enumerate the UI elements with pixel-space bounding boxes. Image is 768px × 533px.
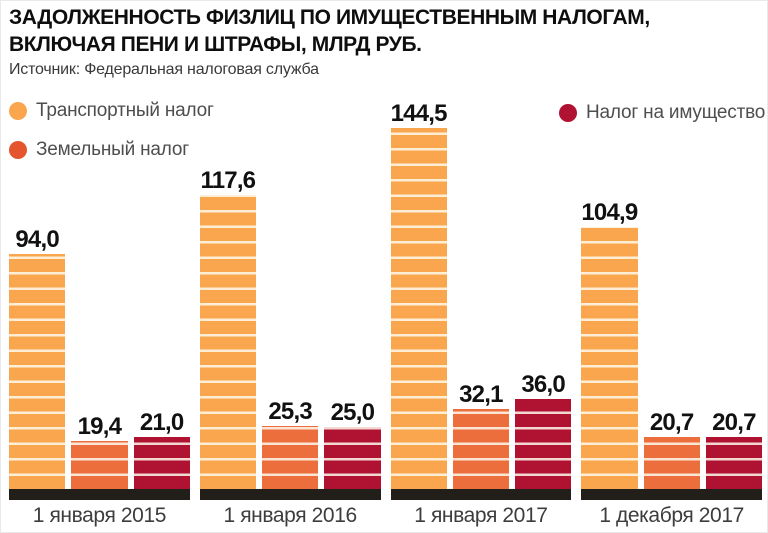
legend-item-property-tax: Налог на имущество <box>559 102 765 124</box>
bar-chart: 94,0 19,4 21,0 1 января 2015 117,6 25,3 … <box>9 100 762 532</box>
legend-swatch-land-icon <box>9 141 27 159</box>
bar-group-2017-01: 144,5 32,1 36,0 1 января 2017 <box>390 100 572 532</box>
bar-land-2016-01: 25,3 <box>262 398 319 489</box>
bar-group-2017-12: 104,9 20,7 20,7 1 декабря 2017 <box>581 199 762 532</box>
value-label: 117,6 <box>200 167 257 194</box>
value-label: 20,7 <box>712 409 756 437</box>
value-label: 25,0 <box>330 398 375 426</box>
bar-land-2017-01: 32,1 <box>452 381 509 489</box>
bar-transport-2017-12: 104,9 <box>581 199 638 489</box>
bar-property-2015-01: 21,0 <box>133 409 190 489</box>
bar-transport-2017-01: 144,5 <box>390 100 447 489</box>
value-label: 19,4 <box>77 412 122 440</box>
legend-swatch-property-icon <box>559 104 577 122</box>
legend-label-land: Земельный налог <box>36 139 189 160</box>
value-label: 104,9 <box>581 198 638 226</box>
baseline-bar <box>581 489 762 500</box>
legend-label-property: Налог на имущество <box>586 102 766 123</box>
value-label: 21,0 <box>139 408 184 436</box>
category-label-2017-12: 1 декабря 2017 <box>599 504 744 527</box>
chart-title-line1: ЗАДОЛЖЕННОСТЬ ФИЗЛИЦ ПО ИМУЩЕСТВЕННЫМ НА… <box>9 6 650 29</box>
baseline-bar <box>9 489 190 500</box>
bar-property-2017-12: 20,7 <box>705 409 762 489</box>
legend-swatch-transport-icon <box>9 102 27 120</box>
bar-row: 117,6 25,3 25,0 <box>199 167 381 489</box>
bar-land-2017-12: 20,7 <box>643 409 700 489</box>
category-label-2015-01: 1 января 2015 <box>32 504 167 527</box>
bar-transport-2015-01: 94,0 <box>9 226 66 489</box>
value-label: 94,0 <box>15 226 59 253</box>
source-note: Источник: Федеральная налоговая служба <box>9 61 319 78</box>
baseline-bar <box>199 489 381 500</box>
value-label: 25,3 <box>268 397 312 425</box>
legend-label-transport: Транспортный налог <box>36 100 214 121</box>
bar-row: 144,5 32,1 36,0 <box>390 100 572 489</box>
bar-land-2015-01: 19,4 <box>71 413 128 489</box>
value-label: 20,7 <box>649 409 694 437</box>
category-label-2016-01: 1 января 2016 <box>223 504 358 527</box>
value-label: 36,0 <box>521 371 565 398</box>
bar-transport-2016-01: 117,6 <box>199 167 256 489</box>
bar-group-2015-01: 94,0 19,4 21,0 1 января 2015 <box>9 226 190 532</box>
category-label-2017-01: 1 января 2017 <box>414 504 548 527</box>
bar-row: 94,0 19,4 21,0 <box>9 226 190 489</box>
chart-title-line2: ВКЛЮЧАЯ ПЕНИ И ШТРАФЫ, МЛРД РУБ. <box>9 33 422 56</box>
bar-row: 104,9 20,7 20,7 <box>581 199 762 489</box>
bar-property-2016-01: 25,0 <box>324 399 381 489</box>
chart-title: ЗАДОЛЖЕННОСТЬ ФИЗЛИЦ ПО ИМУЩЕСТВЕННЫМ НА… <box>9 4 650 58</box>
baseline-bar <box>390 489 572 500</box>
bar-group-2016-01: 117,6 25,3 25,0 1 января 2016 <box>199 167 381 532</box>
legend-item-transport-tax: Транспортный налог <box>9 100 214 122</box>
value-label: 144,5 <box>390 99 448 127</box>
bar-property-2017-01: 36,0 <box>515 371 572 489</box>
legend-item-land-tax: Земельный налог <box>9 139 189 161</box>
value-label: 32,1 <box>459 380 503 408</box>
